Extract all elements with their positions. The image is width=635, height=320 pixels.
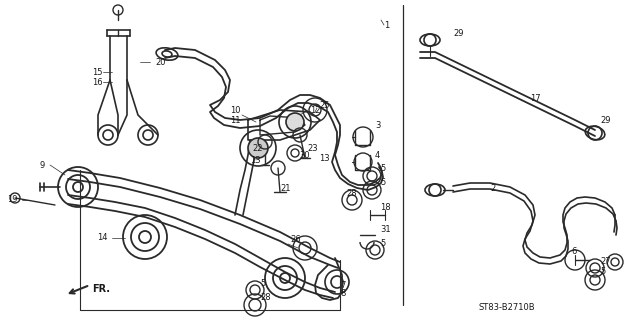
- Text: 12: 12: [310, 106, 321, 115]
- Text: 29: 29: [600, 116, 610, 124]
- Text: 31: 31: [380, 226, 391, 235]
- Text: 25: 25: [319, 100, 330, 109]
- Text: 17: 17: [530, 93, 540, 102]
- Text: 18: 18: [380, 203, 391, 212]
- Text: 28: 28: [260, 293, 271, 302]
- Text: 22: 22: [253, 143, 263, 153]
- Text: 20: 20: [155, 58, 166, 67]
- Text: 16: 16: [92, 77, 103, 86]
- Text: 7: 7: [340, 282, 345, 291]
- Text: ST83-B2710B: ST83-B2710B: [479, 303, 535, 313]
- Text: 29: 29: [453, 28, 464, 37]
- Text: 5: 5: [260, 278, 265, 287]
- Text: 30: 30: [299, 150, 310, 159]
- Text: 1: 1: [384, 20, 389, 29]
- Text: 8: 8: [340, 289, 345, 298]
- Text: 28: 28: [346, 188, 357, 197]
- Text: 3: 3: [375, 121, 380, 130]
- Text: 5: 5: [380, 178, 385, 187]
- Text: 5: 5: [600, 268, 605, 276]
- Text: 13: 13: [319, 154, 330, 163]
- Text: 26: 26: [290, 236, 300, 244]
- Text: 27: 27: [600, 258, 611, 267]
- Text: 2: 2: [490, 183, 495, 193]
- Text: 6: 6: [572, 247, 577, 257]
- Text: 14: 14: [98, 234, 108, 243]
- Text: 11: 11: [230, 116, 240, 124]
- Text: 21: 21: [280, 183, 290, 193]
- Text: 5: 5: [380, 164, 385, 172]
- Text: 4: 4: [375, 150, 380, 159]
- Circle shape: [248, 138, 268, 158]
- Text: 13: 13: [250, 156, 260, 164]
- Text: 15: 15: [93, 68, 103, 76]
- Text: 9: 9: [40, 161, 45, 170]
- Text: 10: 10: [230, 106, 240, 115]
- Text: 19: 19: [8, 196, 18, 204]
- Text: 23: 23: [307, 143, 318, 153]
- Text: 5: 5: [380, 238, 385, 247]
- Circle shape: [286, 113, 304, 131]
- Text: FR.: FR.: [92, 284, 110, 294]
